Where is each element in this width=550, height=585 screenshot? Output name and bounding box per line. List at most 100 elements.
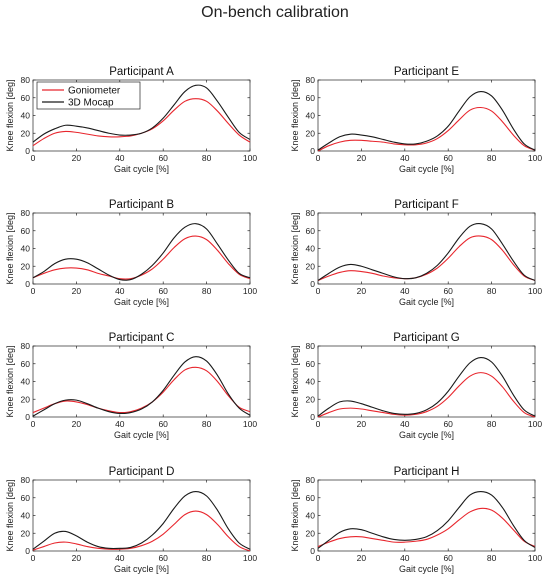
series-line-3d-mocap [317,356,536,417]
subplot-title: Participant C [109,332,175,344]
y-tick-label: 20 [21,528,31,538]
subplot-title: Participant F [394,199,459,211]
series-line-goniometer [317,235,536,281]
x-tick-label: 40 [400,286,410,296]
series-line-3d-mocap [32,490,251,550]
series-line-3d-mocap [32,84,251,143]
y-tick-label: 80 [306,208,316,218]
subplot-participant-g: Participant G 0 20 40 60 80 100 0 20 40 60 80 Gait c… [290,332,542,440]
x-tick-label: 40 [115,286,125,296]
x-tick-label: 100 [243,153,257,163]
y-tick-label: 40 [306,244,316,254]
y-tick-label: 0 [310,546,315,556]
x-tick-label: 60 [158,553,168,563]
subplot-participant-e: Participant E 0 20 40 60 80 100 0 20 40 60 80 Gait c… [290,66,542,174]
y-tick-label: 40 [306,377,316,387]
x-tick-label: 80 [487,286,497,296]
subplot-title: Participant B [109,199,175,211]
y-tick-label: 20 [21,261,31,271]
y-tick-label: 60 [306,359,316,369]
y-tick-label: 40 [21,244,31,254]
figure-title: On-bench calibration [201,4,349,21]
y-tick-label: 80 [306,75,316,85]
subplot-participant-c: Participant C 0 20 40 60 80 100 0 20 40 60 80 Gait c… [5,332,257,440]
y-axis-label: Knee flexion [deg] [5,345,15,417]
series-line-goniometer [32,510,251,552]
y-tick-label: 60 [21,226,31,236]
y-tick-label: 40 [21,377,31,387]
y-tick-label: 80 [306,475,316,485]
series-line-3d-mocap [317,90,536,151]
x-tick-label: 60 [158,419,168,429]
subplot-participant-h: Participant H 0 20 40 60 80 100 0 20 40 60 80 Gait c… [290,466,542,574]
x-axis-label: Gait cycle [%] [399,297,454,307]
x-tick-label: 0 [316,153,321,163]
subplot-title: Participant G [393,332,460,344]
x-tick-label: 100 [528,553,542,563]
x-tick-label: 40 [400,153,410,163]
y-tick-label: 40 [21,511,31,521]
x-tick-label: 20 [72,553,82,563]
y-tick-label: 0 [310,412,315,422]
x-tick-label: 100 [528,419,542,429]
x-tick-label: 0 [31,419,36,429]
x-axis-label: Gait cycle [%] [114,430,169,440]
x-axis-label: Gait cycle [%] [399,164,454,174]
x-tick-label: 100 [528,286,542,296]
x-tick-label: 20 [357,286,367,296]
y-tick-label: 0 [25,279,30,289]
series-line-goniometer [317,507,536,548]
x-axis-label: Gait cycle [%] [114,564,169,574]
y-tick-label: 20 [21,128,31,138]
y-tick-label: 20 [306,128,316,138]
series-line-3d-mocap [317,490,536,549]
subplot-participant-f: Participant F 0 20 40 60 80 100 0 20 40 60 80 Gait c… [290,199,542,307]
y-axis-label: Knee flexion [deg] [5,79,15,151]
x-tick-label: 40 [115,419,125,429]
subplot-title: Participant E [394,66,460,78]
y-tick-label: 60 [21,93,31,103]
x-tick-label: 20 [357,419,367,429]
subplot-title: Participant D [109,466,175,478]
x-tick-label: 20 [357,153,367,163]
x-tick-label: 80 [487,153,497,163]
x-tick-label: 40 [400,419,410,429]
x-tick-label: 0 [31,286,36,296]
x-tick-label: 100 [528,153,542,163]
y-tick-label: 80 [21,475,31,485]
y-tick-label: 60 [306,226,316,236]
y-tick-label: 0 [25,546,30,556]
x-tick-label: 60 [443,153,453,163]
x-tick-label: 60 [158,286,168,296]
x-tick-label: 40 [115,553,125,563]
x-tick-label: 80 [202,153,212,163]
y-tick-label: 60 [306,493,316,503]
x-tick-label: 60 [158,153,168,163]
y-tick-label: 60 [306,93,316,103]
series-line-3d-mocap [32,223,251,281]
x-tick-label: 80 [487,419,497,429]
series-line-goniometer [317,106,536,152]
x-tick-label: 20 [72,286,82,296]
subplot-participant-d: Participant D 0 20 40 60 80 100 0 20 40 60 80 Gait c… [5,466,257,574]
x-axis-label: Gait cycle [%] [114,164,169,174]
x-tick-label: 60 [443,419,453,429]
y-tick-label: 60 [21,359,31,369]
y-tick-label: 40 [21,111,31,121]
y-axis-label: Knee flexion [deg] [5,479,15,551]
legend-box [36,81,141,110]
y-tick-label: 80 [21,341,31,351]
y-tick-label: 40 [306,111,316,121]
y-tick-label: 20 [306,528,316,538]
y-tick-label: 0 [310,146,315,156]
y-tick-label: 60 [21,493,31,503]
x-tick-label: 80 [202,553,212,563]
x-tick-label: 0 [31,153,36,163]
series-line-3d-mocap [317,222,536,281]
y-axis-label: Knee flexion [deg] [290,479,300,551]
series-line-goniometer [32,235,251,280]
series-line-3d-mocap [32,356,251,417]
series-line-goniometer [317,372,536,418]
